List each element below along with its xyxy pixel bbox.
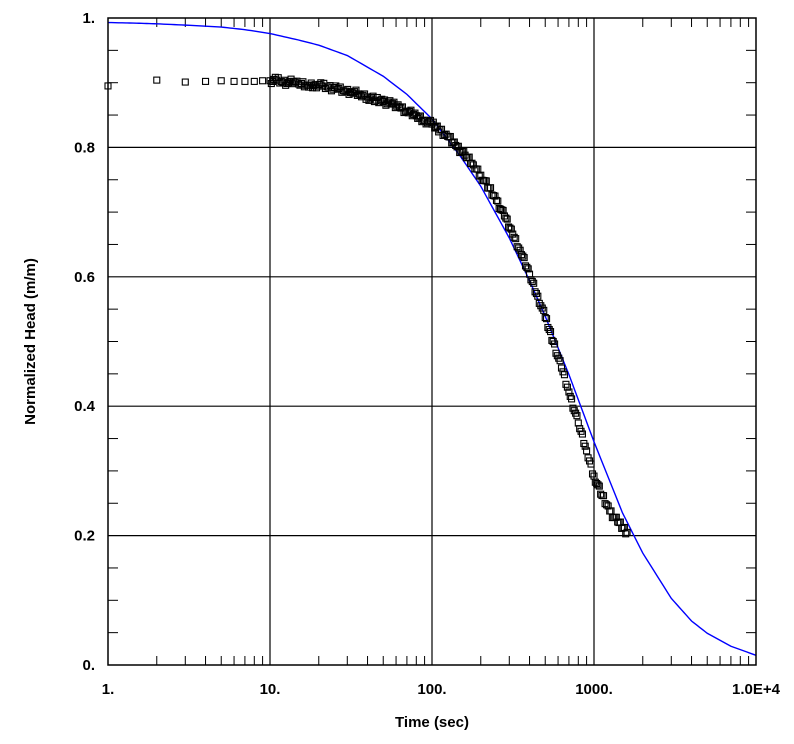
observed-point	[568, 395, 576, 403]
observed-point	[556, 357, 564, 365]
observed-point	[524, 265, 532, 273]
observed-point	[530, 279, 538, 287]
observed-point	[565, 388, 573, 396]
x-tick-label: 100.	[417, 681, 446, 698]
observed-point	[515, 244, 523, 252]
observed-point	[241, 77, 249, 85]
observed-point	[541, 314, 549, 322]
grid	[108, 18, 756, 665]
observed-point	[607, 507, 615, 515]
y-tick-label: 1.	[82, 10, 95, 27]
observed-data-layer	[104, 73, 631, 538]
observed-point	[507, 225, 515, 233]
observed-point	[519, 252, 527, 260]
fitted-curve	[107, 21, 757, 656]
observed-point	[587, 460, 595, 468]
minor-ticks	[108, 18, 756, 665]
observed-point	[622, 530, 630, 538]
observed-point	[230, 77, 238, 85]
observed-point	[546, 328, 555, 336]
y-tick-label: 0.6	[74, 269, 95, 286]
observed-point	[492, 196, 501, 204]
y-axis-label: Normalized Head (m/m)	[22, 258, 39, 425]
observed-point	[551, 340, 559, 348]
observed-point	[588, 470, 597, 478]
y-tick-label: 0.4	[74, 398, 96, 415]
observed-point	[595, 482, 603, 490]
observed-point	[557, 364, 566, 372]
observed-point	[512, 235, 520, 243]
observed-point	[510, 233, 518, 241]
observed-point	[545, 325, 553, 334]
y-tick-label: 0.2	[74, 528, 95, 545]
observed-point	[460, 147, 468, 155]
plot-frame	[107, 17, 757, 666]
observed-point	[581, 442, 589, 450]
x-axis-label: Time (sec)	[395, 714, 469, 731]
tick-labels: 1. 10. 100. 1000. 1.0E+4 0. 0.2 0.4 0.6 0.8 1.	[74, 10, 780, 698]
y-tick-label: 0.8	[74, 139, 95, 156]
observed-point	[486, 184, 495, 192]
observed-point	[573, 412, 581, 420]
observed-point	[578, 430, 586, 438]
observed-point	[528, 277, 536, 286]
fitted-curve-layer	[107, 21, 757, 656]
observed-point	[523, 263, 531, 271]
observed-point	[259, 77, 267, 85]
x-tick-label: 10.	[260, 681, 281, 698]
x-tick-label: 1000.	[575, 681, 613, 698]
observed-point	[594, 481, 602, 489]
observed-point	[201, 77, 210, 85]
observed-point	[153, 76, 161, 84]
observed-point	[534, 292, 542, 300]
y-tick-label: 0.	[82, 657, 95, 674]
x-tick-label: 1.	[102, 681, 115, 698]
observed-point	[623, 528, 631, 536]
observed-point	[503, 215, 511, 223]
observed-point	[563, 383, 571, 391]
x-tick-label: 1.0E+4	[732, 681, 781, 698]
observed-point	[520, 254, 528, 262]
observed-point	[181, 78, 189, 86]
observed-point	[583, 447, 591, 455]
observed-point	[217, 77, 225, 85]
observed-point	[599, 492, 608, 500]
observed-point	[250, 77, 258, 85]
observed-point	[540, 306, 548, 314]
observed-point	[502, 214, 510, 222]
observed-point	[560, 371, 569, 379]
observed-point	[494, 197, 502, 205]
observed-point	[482, 177, 490, 185]
observed-point	[538, 304, 546, 312]
observed-point	[543, 315, 551, 323]
